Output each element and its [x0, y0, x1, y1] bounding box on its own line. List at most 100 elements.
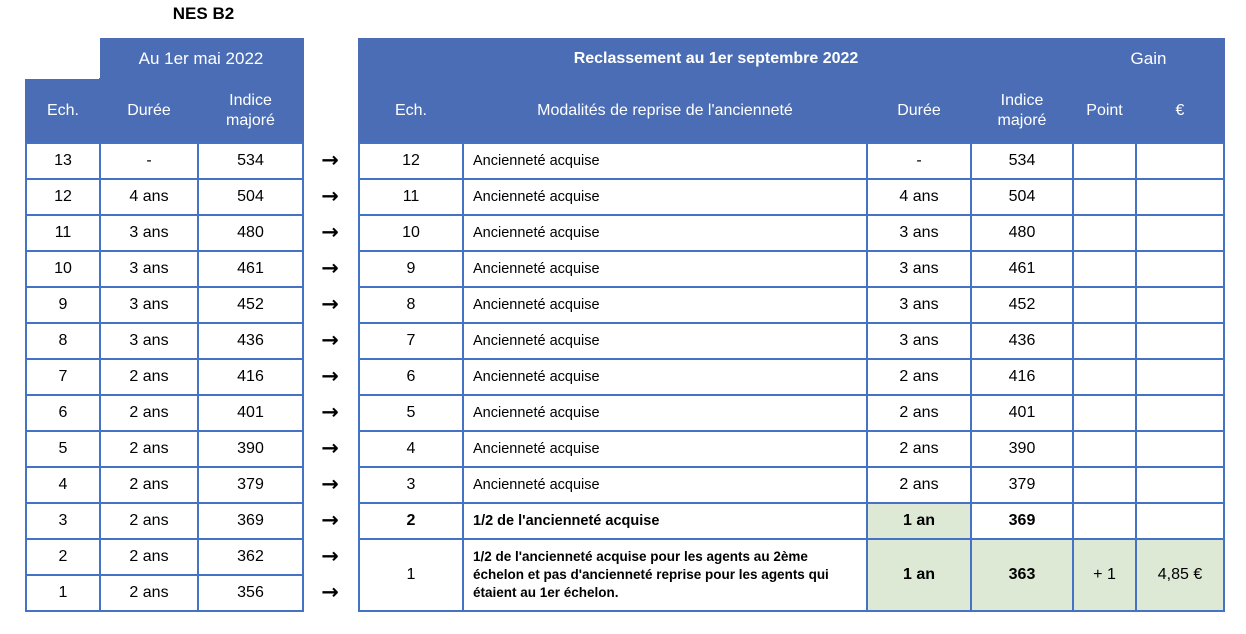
duree-cell: 3 ans [866, 250, 972, 288]
ech-cell: 6 [25, 394, 101, 432]
euro-cell [1135, 214, 1225, 252]
ech-cell: 12 [25, 178, 101, 216]
duree-cell: 4 ans [866, 178, 972, 216]
duree-cell: 2 ans [99, 502, 199, 540]
indice-cell: 504 [970, 178, 1074, 216]
ech-cell: 3 [358, 466, 464, 504]
indice-cell: 390 [197, 430, 304, 468]
indice-cell: 363 [970, 538, 1074, 612]
table-row: 12 Ancienneté acquise -534 [358, 142, 1225, 180]
table-row: 10 Ancienneté acquise 3 ans 480 [358, 214, 1225, 252]
right-arrow-icon: → [321, 256, 339, 280]
table-row: 10 3 ans 461 [25, 250, 304, 288]
table-row: 9 Ancienneté acquise 3 ans 461 [358, 250, 1225, 288]
duree-cell: 3 ans [866, 214, 972, 252]
left-group-header: Au 1er mai 2022 [99, 38, 304, 80]
duree-cell: 2 ans [99, 466, 199, 504]
right-arrow-icon: → [321, 436, 339, 460]
table-row: 1 1/2 de l'ancienneté acquise pour les ag… [358, 538, 1225, 612]
ech-cell: 8 [25, 322, 101, 360]
ech-cell: 1 [25, 574, 101, 612]
point-cell [1072, 142, 1137, 180]
point-cell [1072, 394, 1137, 432]
point-cell [1072, 430, 1137, 468]
indice-cell: 480 [970, 214, 1074, 252]
point-cell [1072, 178, 1137, 216]
duree-cell: 4 ans [99, 178, 199, 216]
header-spacer [26, 39, 100, 79]
right-arrow-icon: → [321, 400, 339, 424]
right-arrow-icon: → [321, 580, 339, 604]
duree-cell: 2 ans [99, 574, 199, 612]
ech-cell: 10 [25, 250, 101, 288]
arrows-column: → → → → → → → → → → → → → [302, 142, 358, 610]
point-cell [1072, 286, 1137, 324]
ech-cell: 2 [25, 538, 101, 576]
col-header-modalites: Modalités de reprise de l'ancienneté [462, 78, 868, 144]
ech-cell: 7 [25, 358, 101, 396]
euro-cell [1135, 250, 1225, 288]
indice-cell: 416 [970, 358, 1074, 396]
indice-cell: 461 [197, 250, 304, 288]
table-row: 3 Ancienneté acquise 2 ans 379 [358, 466, 1225, 504]
modalites-cell: Ancienneté acquise [462, 430, 868, 468]
point-cell: + 1 [1072, 538, 1137, 612]
page-title: NES B2 [172, 4, 235, 23]
duree-cell: 2 ans [866, 430, 972, 468]
indice-cell: 504 [197, 178, 304, 216]
ech-cell: 4 [25, 466, 101, 504]
euro-cell [1135, 142, 1225, 180]
duree-cell: 2 ans [99, 430, 199, 468]
ech-cell: 2 [358, 502, 464, 540]
euro-cell [1135, 430, 1225, 468]
duree-cell: 1 an [866, 538, 972, 612]
right-arrow-icon: → [321, 328, 339, 352]
indice-cell: 401 [970, 394, 1074, 432]
col-header-euro: € [1135, 78, 1225, 144]
ech-cell: 5 [358, 394, 464, 432]
table-row: 6 Ancienneté acquise 2 ans 416 [358, 358, 1225, 396]
indice-cell: 534 [197, 142, 304, 180]
ech-cell: 8 [358, 286, 464, 324]
indice-cell: 369 [197, 502, 304, 540]
point-cell [1072, 466, 1137, 504]
right-arrow-icon: → [321, 364, 339, 388]
right-group-header-row: Reclassement au 1er septembre 2022 Gain [358, 38, 1225, 80]
indice-cell: 452 [970, 286, 1074, 324]
duree-cell: 3 ans [99, 214, 199, 252]
indice-cell: 379 [970, 466, 1074, 504]
modalites-cell: Ancienneté acquise [462, 178, 868, 216]
table-row: 5 Ancienneté acquise 2 ans 401 [358, 394, 1225, 432]
ech-cell: 5 [25, 430, 101, 468]
indice-cell: 436 [197, 322, 304, 360]
ech-cell: 11 [358, 178, 464, 216]
col-header-ech: Ech. [358, 78, 464, 144]
ech-cell: 6 [358, 358, 464, 396]
modalites-cell: Ancienneté acquise [462, 466, 868, 504]
modalites-cell: Ancienneté acquise [462, 322, 868, 360]
modalites-cell: 1/2 de l'ancienneté acquise pour les age… [462, 538, 868, 612]
euro-cell [1135, 502, 1225, 540]
duree-cell: 3 ans [99, 322, 199, 360]
table-reclassement: Reclassement au 1er septembre 2022 Gain … [358, 38, 1225, 612]
duree-cell: 2 ans [99, 538, 199, 576]
point-cell [1072, 214, 1137, 252]
duree-cell: 1 an [866, 502, 972, 540]
ech-cell: 7 [358, 322, 464, 360]
table-row: 7 Ancienneté acquise 3 ans 436 [358, 322, 1225, 360]
indice-cell: 461 [970, 250, 1074, 288]
indice-cell: 379 [197, 466, 304, 504]
point-cell [1072, 502, 1137, 540]
indice-cell: 356 [197, 574, 304, 612]
euro-cell [1135, 322, 1225, 360]
duree-cell: 2 ans [866, 358, 972, 396]
table-row: 12 4 ans 504 [25, 178, 304, 216]
col-header-duree: Durée [866, 78, 972, 144]
